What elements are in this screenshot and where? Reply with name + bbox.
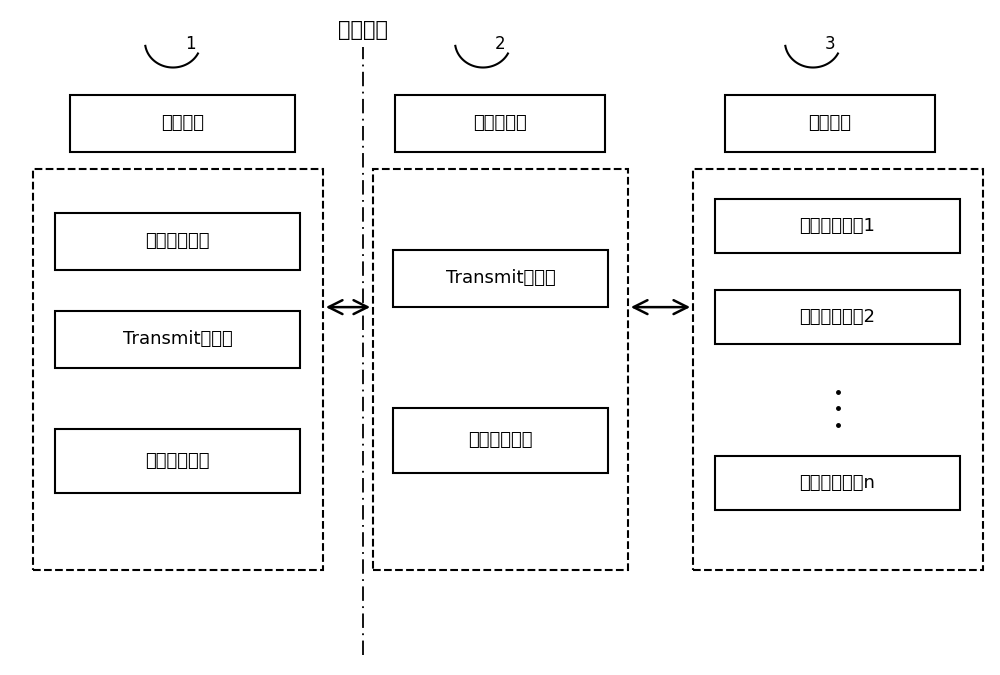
Text: 用户侧客户端n: 用户侧客户端n xyxy=(800,474,875,491)
Bar xyxy=(715,290,960,344)
Text: Transmit服务端: Transmit服务端 xyxy=(446,269,555,288)
Text: 内网监控设备: 内网监控设备 xyxy=(145,232,210,250)
Text: 内网主机: 内网主机 xyxy=(161,114,204,132)
Bar xyxy=(693,169,983,570)
Bar xyxy=(55,429,300,493)
Bar xyxy=(715,456,960,510)
Text: 3: 3 xyxy=(825,35,835,53)
Text: 消息收发模块: 消息收发模块 xyxy=(145,452,210,470)
Bar xyxy=(393,250,608,307)
Bar xyxy=(393,408,608,472)
Bar xyxy=(55,310,300,368)
Bar xyxy=(33,169,323,570)
Text: 公网服务器: 公网服务器 xyxy=(473,114,527,132)
Text: 用户侧客户端2: 用户侧客户端2 xyxy=(799,308,876,326)
Bar xyxy=(725,95,935,152)
Bar xyxy=(70,95,295,152)
Bar xyxy=(373,169,628,570)
Bar xyxy=(715,199,960,253)
Text: 用户设备: 用户设备 xyxy=(808,114,852,132)
Bar xyxy=(395,95,605,152)
Text: Transmit客户端: Transmit客户端 xyxy=(123,330,232,348)
Bar xyxy=(55,213,300,270)
Text: 网络隔离: 网络隔离 xyxy=(338,20,388,40)
Text: 消息收发模块: 消息收发模块 xyxy=(468,431,533,450)
Text: 2: 2 xyxy=(495,35,505,53)
Text: 用户侧客户端1: 用户侧客户端1 xyxy=(800,217,875,235)
Text: 1: 1 xyxy=(185,35,195,53)
